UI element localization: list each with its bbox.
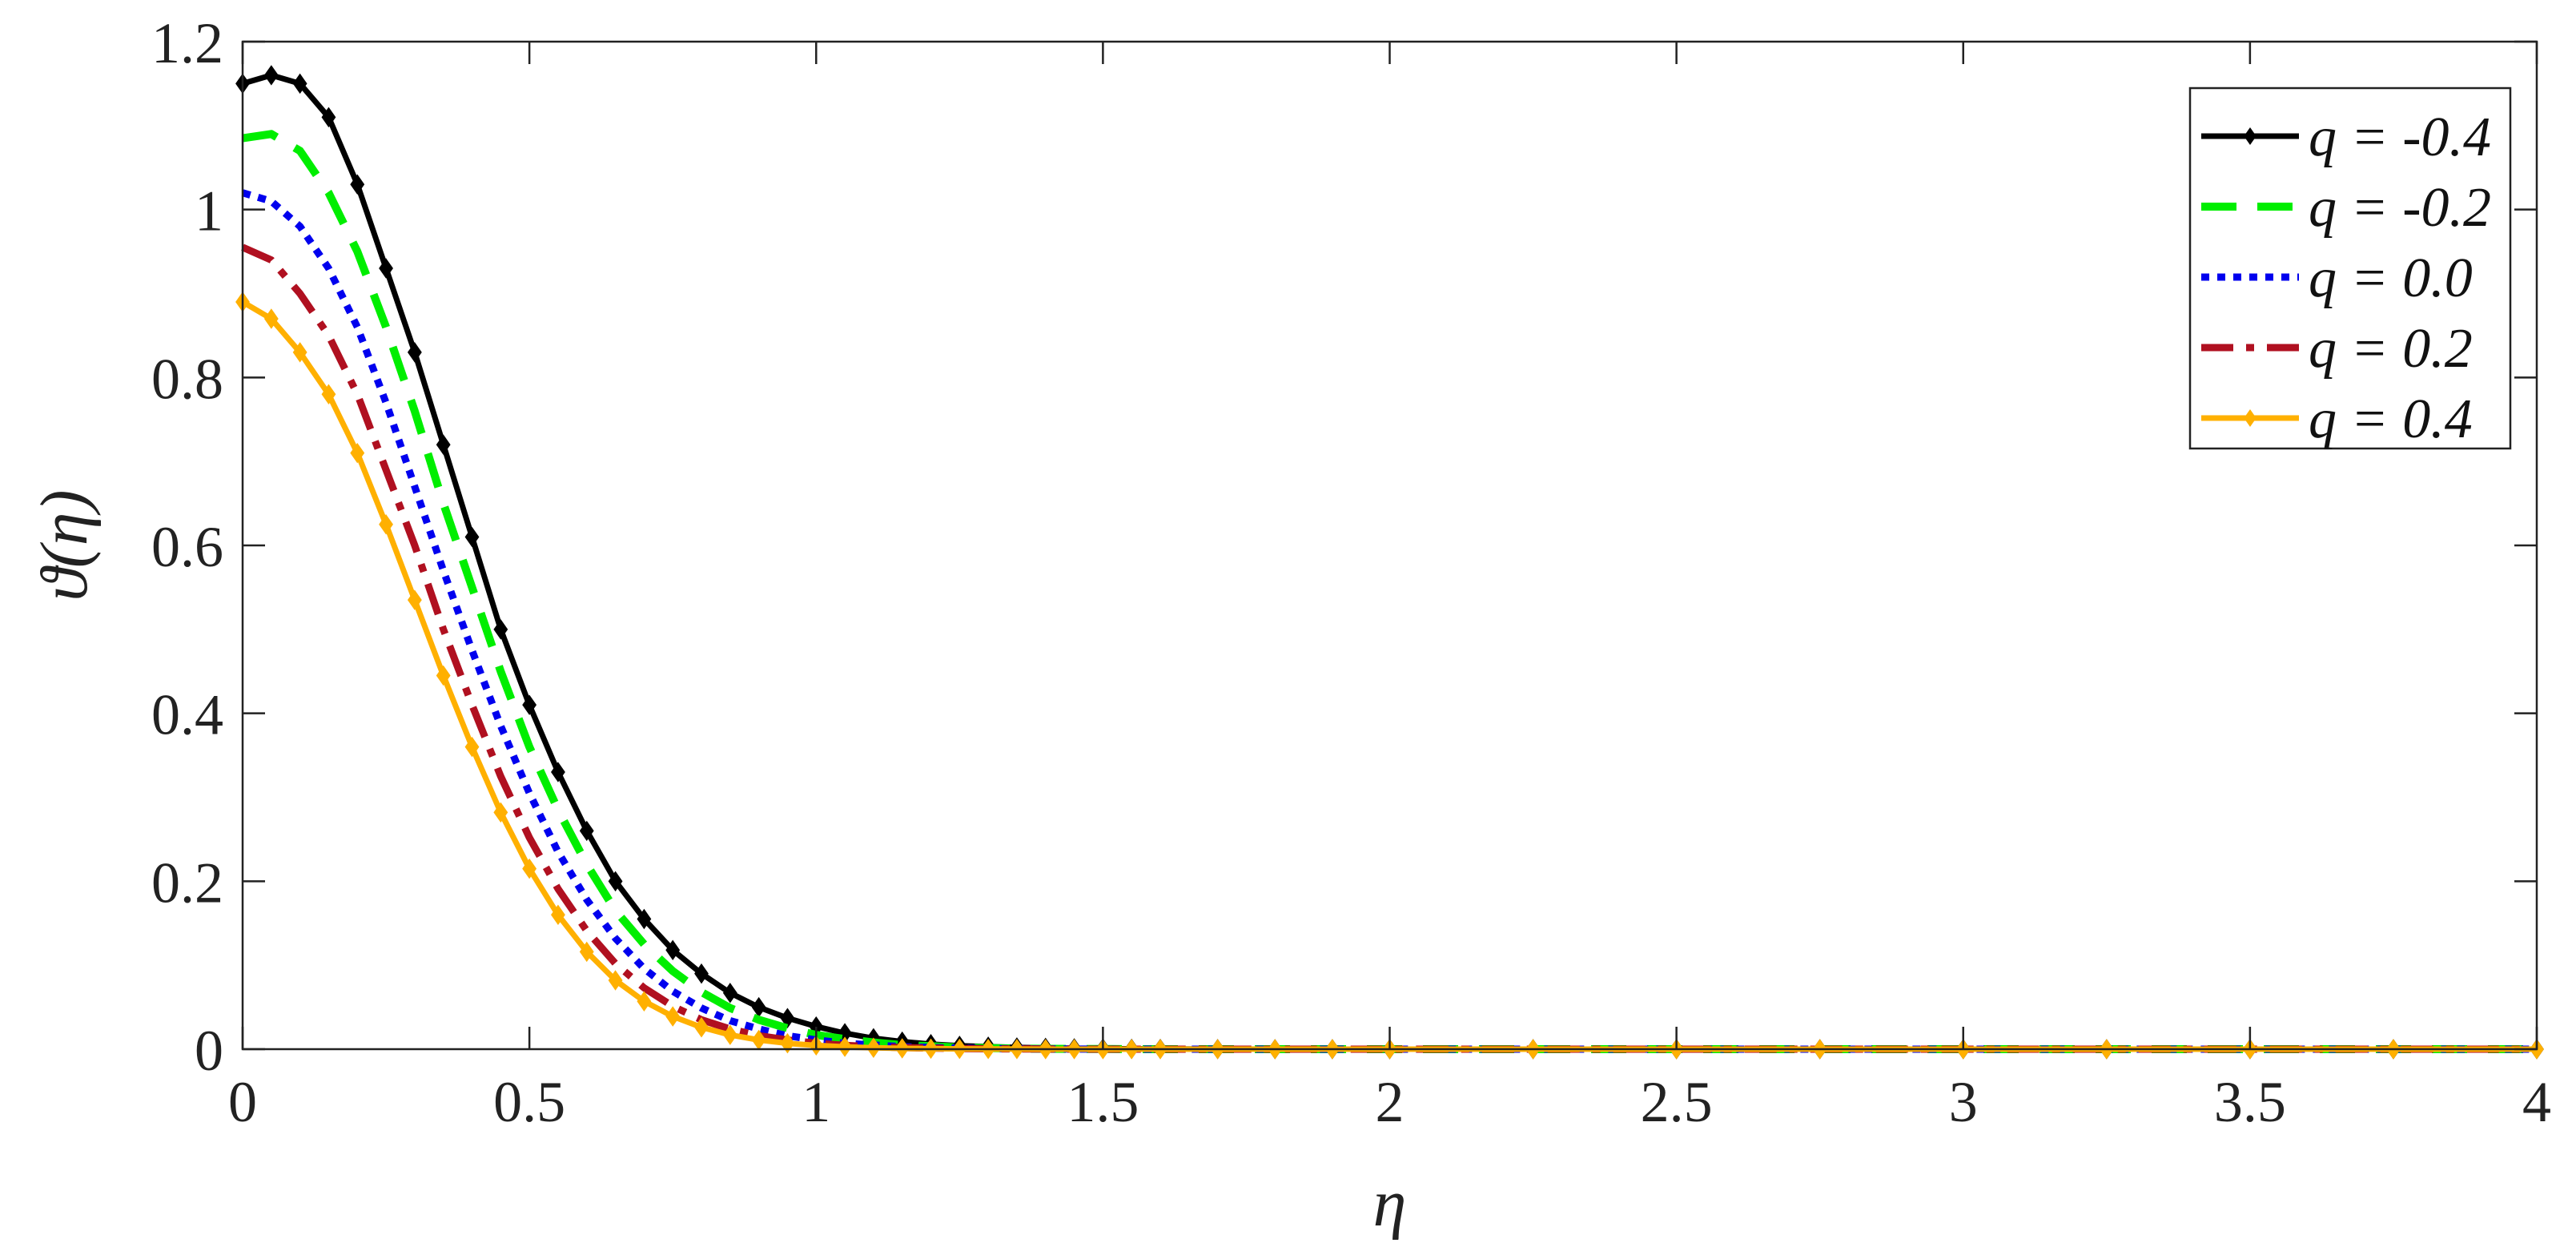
data-point — [608, 970, 623, 991]
legend-label: q = 0.0 — [2309, 247, 2473, 309]
data-point — [579, 820, 594, 842]
data-point — [637, 908, 652, 930]
data-point — [263, 65, 279, 86]
legend-marker — [2244, 127, 2257, 145]
y-tick-label: 0 — [195, 1019, 223, 1083]
x-tick-label: 2.5 — [1641, 1070, 1713, 1134]
x-tick-label: 3.5 — [2214, 1070, 2286, 1134]
ticks-layer — [241, 40, 2538, 1051]
data-point — [263, 308, 279, 329]
legend-label: q = -0.4 — [2309, 107, 2491, 168]
data-point — [579, 941, 594, 963]
y-tick-label: 0.2 — [151, 851, 223, 915]
data-point — [522, 858, 537, 879]
data-point — [722, 1024, 737, 1045]
data-point — [464, 526, 480, 548]
data-point — [407, 342, 422, 363]
data-point — [292, 73, 307, 95]
legend-label: q = -0.2 — [2309, 177, 2491, 239]
y-tick-label: 1 — [195, 179, 223, 243]
y-tick-label: 0.8 — [151, 347, 223, 411]
data-point — [436, 434, 451, 455]
y-axis-label: ϑ(η) — [27, 490, 102, 601]
data-point — [780, 1032, 795, 1054]
legend-item: q = -0.4 — [2201, 107, 2491, 168]
y-tick-label: 1.2 — [151, 11, 223, 75]
x-tick-label: 2 — [1376, 1070, 1405, 1134]
legend-items: q = -0.4 q = -0.2 q = 0.0 q = 0.2 q = 0.4 — [2201, 107, 2491, 450]
y-tick-label: 0.4 — [151, 683, 223, 747]
legend-marker — [2244, 409, 2257, 427]
data-point — [866, 1037, 881, 1058]
legend-item: q = 0.4 — [2201, 388, 2473, 450]
data-point — [722, 983, 737, 1004]
data-point — [751, 996, 766, 1018]
data-point — [838, 1036, 852, 1057]
x-axis-label: η — [1373, 1166, 1407, 1241]
data-point — [665, 1006, 681, 1027]
data-point — [350, 442, 365, 464]
data-point — [321, 384, 336, 405]
data-point — [694, 963, 709, 984]
legend-box — [2188, 86, 2512, 450]
data-point — [464, 736, 480, 758]
data-point — [551, 762, 565, 782]
data-point — [493, 619, 508, 640]
x-tick-label: 1 — [802, 1070, 830, 1134]
x-tick-label: 0 — [228, 1070, 257, 1134]
data-point — [780, 1008, 795, 1028]
data-point — [694, 1016, 709, 1038]
data-point — [436, 665, 451, 686]
tick-labels-layer: 0 0.5 1 1.5 2 2.5 3 3.5 4 0 0.2 0.4 0.6 0.8 1 1.2 — [151, 11, 2551, 1134]
data-point — [407, 589, 422, 610]
data-point — [292, 342, 307, 363]
legend-item: q = 0.2 — [2201, 318, 2473, 380]
data-point — [379, 514, 393, 535]
data-point — [665, 939, 681, 961]
legend-item: q = -0.2 — [2201, 177, 2491, 239]
data-point — [608, 871, 623, 892]
legend-item: q = 0.0 — [2201, 247, 2473, 309]
data-point — [493, 802, 508, 823]
data-point — [637, 991, 652, 1012]
legend: q = -0.4 q = -0.2 q = 0.0 q = 0.2 q = 0.4 — [2188, 86, 2512, 450]
data-point — [551, 904, 565, 926]
data-point — [350, 174, 365, 195]
x-tick-label: 4 — [2522, 1070, 2551, 1134]
y-tick-label: 0.6 — [151, 515, 223, 579]
x-tick-label: 1.5 — [1067, 1070, 1139, 1134]
data-point — [321, 107, 336, 128]
data-point — [379, 258, 393, 279]
x-tick-label: 3 — [1949, 1070, 1978, 1134]
legend-label: q = 0.2 — [2309, 318, 2473, 380]
x-tick-label: 0.5 — [493, 1070, 565, 1134]
legend-label: q = 0.4 — [2309, 388, 2473, 450]
data-point — [522, 694, 537, 715]
